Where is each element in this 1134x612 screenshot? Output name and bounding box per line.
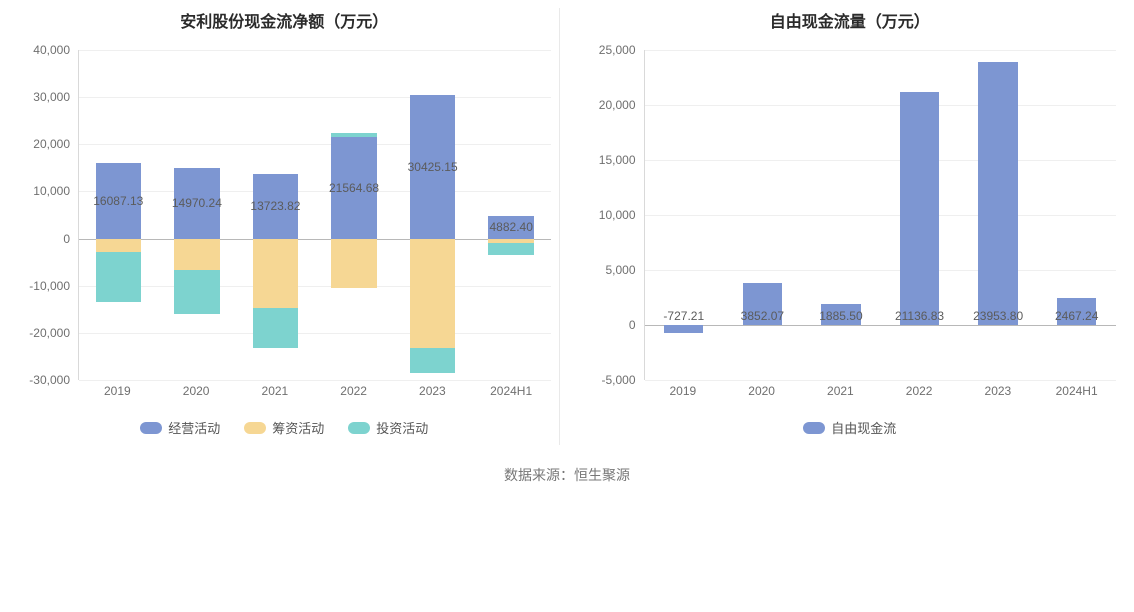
bar [978,62,1017,325]
legend-swatch [348,422,370,434]
free-cashflow-chart: 自由现金流量（万元） -5,000 0 5,000 10,000 15,000 20,00… [576,8,1125,445]
x-tick-label: 2023 [985,384,1012,398]
x-tick-label: 2024H1 [490,384,532,398]
legend-item: 筹资活动 [244,418,324,437]
y-tick-label: 20,000 [33,137,70,151]
legend-swatch [244,422,266,434]
legend-label: 投资活动 [376,418,428,437]
grid-line [79,191,551,192]
y-tick-label: -30,000 [29,373,70,387]
value-label: 3852.07 [741,309,784,323]
grid-line [79,50,551,51]
legend-item: 经营活动 [140,418,220,437]
cashflow-net-chart: 安利股份现金流净额（万元） -30,000 -20,000 -10,000 0 10,0… [10,8,560,445]
x-tick-label: 2019 [104,384,131,398]
y-tick-label: 0 [63,232,70,246]
value-label: 21136.83 [895,309,944,323]
plot-zone: -5,00005,00010,00015,00020,00025,000 -72… [584,50,1117,380]
bar [174,270,220,314]
bar [331,133,377,137]
y-tick-label: 20,000 [599,98,636,112]
bar [96,252,142,302]
grid-line [645,160,1117,161]
bar [96,239,142,253]
grid-line [79,333,551,334]
value-label: 23953.80 [973,309,1023,323]
y-tick-label: 0 [629,318,636,332]
y-axis: -30,000-20,000-10,000010,00020,00030,000… [18,50,78,380]
grid-line [645,215,1117,216]
bar [900,92,939,325]
y-tick-label: 40,000 [33,43,70,57]
y-tick-label: -10,000 [29,279,70,293]
bar [410,239,456,348]
value-label: 1885.50 [819,309,862,323]
x-tick-label: 2024H1 [1056,384,1098,398]
grid-line [79,286,551,287]
legend-item: 自由现金流 [803,418,896,437]
y-tick-label: -5,000 [601,373,635,387]
y-axis: -5,00005,00010,00015,00020,00025,000 [584,50,644,380]
grid-line [645,105,1117,106]
charts-container: 安利股份现金流净额（万元） -30,000 -20,000 -10,000 0 10,0… [0,0,1134,485]
legend-label: 自由现金流 [831,418,896,437]
legend-item: 投资活动 [348,418,428,437]
legend: 自由现金流 [584,418,1117,437]
bar [664,325,703,333]
zero-line [79,239,551,240]
bar [253,308,299,348]
bar [174,239,220,270]
legend-label: 筹资活动 [272,418,324,437]
plot-area: -727.21 3852.07 1885.50 21136.83 23953.80 246… [644,50,1117,380]
value-label: 14970.24 [172,196,222,210]
legend-label: 经营活动 [168,418,220,437]
y-tick-label: 10,000 [33,184,70,198]
plot-zone: -30,000-20,000-10,000010,00020,00030,000… [18,50,551,380]
x-axis: 2019 2020 2021 2022 2023 2024H1 [584,380,1117,404]
zero-line [645,325,1117,326]
y-tick-label: 15,000 [599,153,636,167]
x-tick-label: 2021 [827,384,854,398]
legend-swatch [803,422,825,434]
value-label: 2467.24 [1055,309,1098,323]
y-tick-label: 30,000 [33,90,70,104]
bar [410,348,456,373]
y-tick-label: 5,000 [605,263,635,277]
value-label: 16087.13 [93,194,143,208]
chart-title: 自由现金流量（万元） [584,8,1117,32]
y-tick-label: 10,000 [599,208,636,222]
grid-line [79,97,551,98]
grid-line [645,50,1117,51]
x-tick-label: 2019 [670,384,697,398]
bar [331,239,377,288]
value-label: 4882.40 [490,220,533,234]
x-tick-label: 2023 [419,384,446,398]
y-tick-label: -20,000 [29,326,70,340]
x-tick-label: 2020 [183,384,210,398]
grid-line [645,270,1117,271]
x-tick-label: 2022 [340,384,367,398]
legend-swatch [140,422,162,434]
data-source: 数据来源：恒生聚源 [10,465,1124,485]
x-tick-label: 2022 [906,384,933,398]
x-tick-label: 2021 [262,384,289,398]
x-axis: 2019 2020 2021 2022 2023 2024H1 [18,380,551,404]
value-label: -727.21 [663,309,704,323]
plot-area: 16087.13 14970.24 13723.82 21564.68 30425.15… [78,50,551,380]
chart-title: 安利股份现金流净额（万元） [18,8,551,32]
value-label: 13723.82 [250,199,300,213]
x-tick-label: 2020 [748,384,775,398]
grid-line [79,144,551,145]
value-label: 21564.68 [329,181,379,195]
bar [488,243,534,255]
value-label: 30425.15 [408,160,458,174]
charts-row: 安利股份现金流净额（万元） -30,000 -20,000 -10,000 0 10,0… [10,8,1124,445]
bar [253,239,299,309]
y-tick-label: 25,000 [599,43,636,57]
legend: 经营活动 筹资活动 投资活动 [18,418,551,437]
